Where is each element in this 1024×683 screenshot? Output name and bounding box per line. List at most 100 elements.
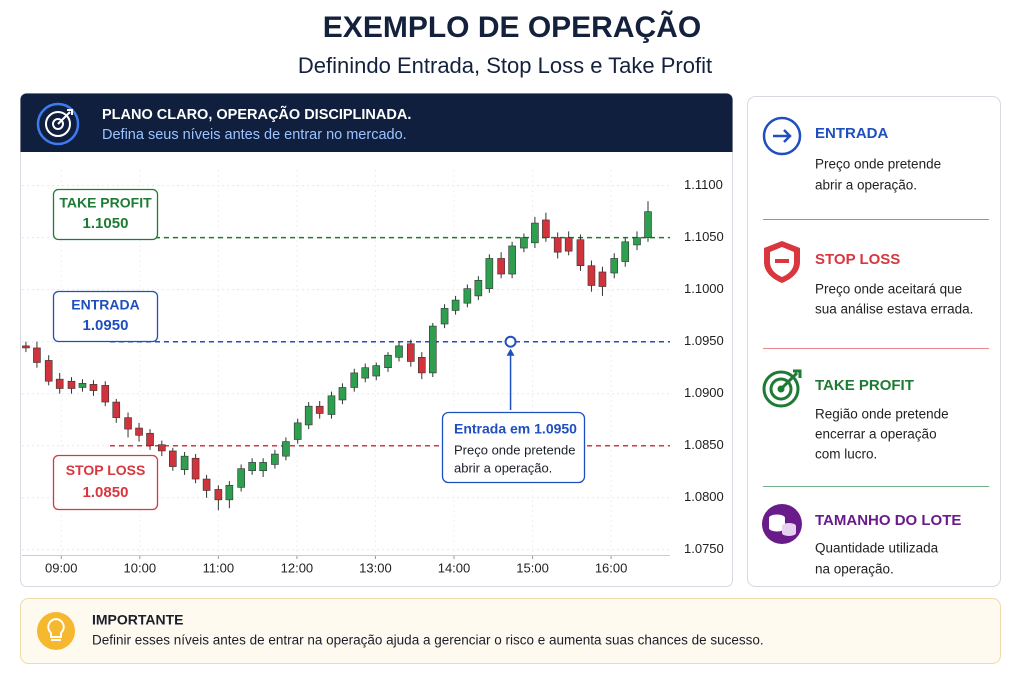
note-icon	[37, 612, 75, 650]
y-tick-label: 1.1100	[684, 177, 723, 192]
candle-body	[338, 387, 347, 401]
candle-body	[33, 347, 41, 363]
candle-body	[225, 484, 234, 501]
entry-marker	[504, 335, 517, 348]
candle-body	[576, 239, 585, 267]
level-value: 1.1050	[83, 215, 129, 232]
sidebar-text: Preço onde aceitará que	[815, 282, 962, 297]
candle-body	[350, 372, 359, 388]
candle-body	[180, 455, 189, 470]
y-tick-label: 1.0900	[684, 385, 724, 400]
banner-icon	[36, 102, 80, 146]
level-name: STOP LOSS	[66, 462, 146, 478]
candle-body	[67, 380, 76, 389]
candle-body	[271, 453, 279, 465]
sidebar-text: sua análise estava errada.	[815, 302, 973, 317]
annotation-title: Entrada em 1.0950	[454, 421, 577, 437]
candle-body	[248, 462, 256, 472]
annotation-arrowhead	[506, 348, 515, 356]
candle-body	[191, 457, 200, 480]
sidebar-title: ENTRADA	[815, 125, 888, 142]
sidebar-text: com lucro.	[815, 447, 877, 462]
candle-body	[124, 417, 132, 430]
candle-body	[417, 356, 426, 374]
x-tick-label: 16:00	[595, 560, 628, 575]
candle-body	[542, 219, 550, 238]
candle-body	[89, 384, 98, 391]
candle-body	[428, 325, 437, 374]
x-tick-label: 09:00	[45, 560, 78, 575]
note-panel	[20, 598, 1001, 664]
y-tick-label: 1.1000	[684, 281, 724, 296]
level-box	[52, 454, 159, 511]
banner-text: Defina seus níveis antes de entrar no me…	[102, 127, 407, 143]
candle-body	[315, 405, 324, 414]
level-name: TAKE PROFIT	[59, 195, 152, 211]
candle-body	[169, 450, 177, 467]
candle-body	[361, 367, 370, 379]
candle-body	[146, 432, 154, 447]
candle-body	[304, 405, 313, 426]
annotation-text: Preço onde pretende	[454, 442, 575, 457]
candle-body	[22, 345, 30, 349]
candle-body	[621, 241, 630, 262]
candle-body	[520, 237, 528, 249]
candle-body	[440, 308, 449, 325]
level-value: 1.0850	[83, 484, 129, 501]
note-title: IMPORTANTE	[92, 612, 184, 628]
x-tick-label: 10:00	[124, 560, 157, 575]
candle-body	[485, 258, 494, 289]
candle-body	[78, 383, 87, 388]
sidebar-text: encerrar a operação	[815, 427, 937, 442]
sidebar-text: abrir a operação.	[815, 178, 917, 193]
banner-title: PLANO CLARO, OPERAÇÃO DISCIPLINADA.	[102, 105, 411, 123]
candle-body	[564, 237, 573, 252]
level-value: 1.0950	[83, 317, 129, 334]
icon-lote	[762, 504, 802, 544]
candle-body	[135, 427, 143, 436]
candle-body	[463, 288, 472, 304]
sidebar-title: TAKE PROFIT	[815, 377, 914, 394]
candle-body	[112, 401, 121, 418]
y-tick-label: 1.0850	[684, 437, 724, 452]
candle-body	[44, 360, 53, 382]
candle-body	[158, 444, 166, 452]
icon-stop-loss	[764, 241, 800, 283]
level-name: ENTRADA	[71, 297, 139, 313]
annotation-box	[441, 411, 586, 484]
x-tick-label: 15:00	[516, 560, 549, 575]
chart: 1.0750 1.0800 1.0850 1.0900 1.0950 1.1000 1.10…	[22, 170, 724, 575]
annotation-text: abrir a operação.	[454, 460, 552, 475]
candle-body	[587, 265, 596, 286]
candle-body	[474, 279, 483, 297]
sidebar-text: na operação.	[815, 562, 894, 577]
candle-body	[202, 478, 211, 491]
candle-body	[384, 354, 392, 369]
candle-body	[644, 211, 652, 238]
candle-body	[633, 237, 641, 246]
x-tick-label: 12:00	[281, 560, 314, 575]
note-text: Definir esses níveis antes de entrar na …	[92, 633, 764, 648]
x-tick-label: 14:00	[438, 560, 471, 575]
candle-body	[395, 345, 403, 358]
candle-body	[259, 462, 267, 472]
candle-body	[497, 258, 505, 275]
candle-body	[531, 222, 539, 244]
candle-body	[293, 422, 302, 440]
candle-body	[327, 395, 336, 415]
y-tick-label: 1.0950	[684, 333, 724, 348]
sidebar-text: Quantidade utilizada	[815, 541, 939, 556]
icon-take-profit	[762, 369, 802, 408]
candle-body	[406, 343, 415, 362]
banner	[20, 93, 733, 152]
y-tick-label: 1.0800	[684, 489, 724, 504]
candle-body	[508, 245, 516, 275]
candle-body	[372, 365, 381, 377]
sidebar-text: Região onde pretende	[815, 407, 949, 422]
icon-entrada	[762, 116, 802, 156]
sidebar-text: Preço onde pretende	[815, 157, 941, 172]
sidebar-title: TAMANHO DO LOTE	[815, 512, 961, 529]
candle-body	[598, 271, 607, 287]
page-subtitle: Definindo Entrada, Stop Loss e Take Prof…	[298, 53, 712, 78]
